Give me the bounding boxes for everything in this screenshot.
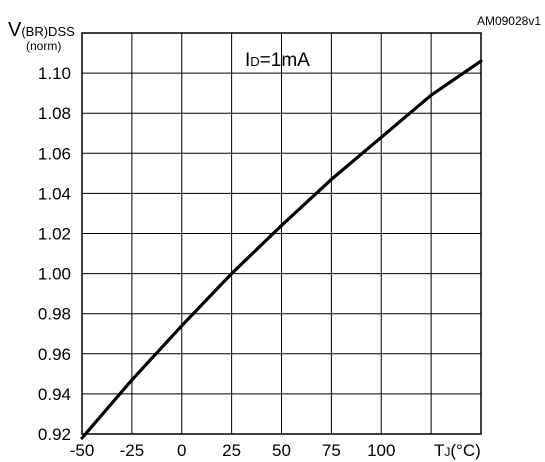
y-axis-label-main: V xyxy=(8,19,22,41)
y-axis-label: V(BR)DSS xyxy=(8,19,75,41)
x-tick-label: 75 xyxy=(322,441,341,460)
x-axis-label-unit: (°C) xyxy=(450,441,480,460)
x-tick-label: 25 xyxy=(222,441,241,460)
y-tick-label: 1.08 xyxy=(38,104,71,123)
x-axis-label-sub: J xyxy=(444,445,450,459)
y-tick-label: 0.92 xyxy=(38,425,71,444)
x-tick-label: 0 xyxy=(177,441,186,460)
y-tick-label: 1.06 xyxy=(38,144,71,163)
y-tick-label: 1.02 xyxy=(38,225,71,244)
y-tick-label: 0.98 xyxy=(38,305,71,324)
y-tick-label: 0.94 xyxy=(38,385,71,404)
y-axis-unit: (norm) xyxy=(26,39,61,53)
y-tick-label: 1.00 xyxy=(38,265,71,284)
grid xyxy=(82,33,481,434)
annotation-sub: D xyxy=(250,54,259,69)
x-axis-label-main: T xyxy=(434,441,444,460)
y-tick-labels: 0.92 0.94 0.96 0.98 1.00 1.02 1.04 1.06 1.08 1.10 xyxy=(38,64,71,444)
x-axis-label: TJ(°C) xyxy=(434,441,481,460)
y-tick-label: 1.10 xyxy=(38,64,71,83)
annotation: ID=1mA xyxy=(245,50,310,71)
x-tick-labels: -50 -25 0 25 50 75 100 xyxy=(70,441,396,460)
annotation-value: =1mA xyxy=(260,50,310,71)
x-tick-label: 100 xyxy=(367,441,395,460)
y-axis-label-sub: (BR)DSS xyxy=(21,24,75,39)
y-tick-label: 0.96 xyxy=(38,345,71,364)
x-tick-label: -25 xyxy=(120,441,145,460)
plot-frame xyxy=(81,32,482,435)
x-tick-label: 50 xyxy=(272,441,291,460)
annotation-main: I xyxy=(245,50,250,71)
x-tick-label: -50 xyxy=(70,441,95,460)
series-line xyxy=(80,59,483,440)
y-tick-label: 1.04 xyxy=(38,184,71,203)
doc-id: AM09028v1 xyxy=(477,14,541,28)
